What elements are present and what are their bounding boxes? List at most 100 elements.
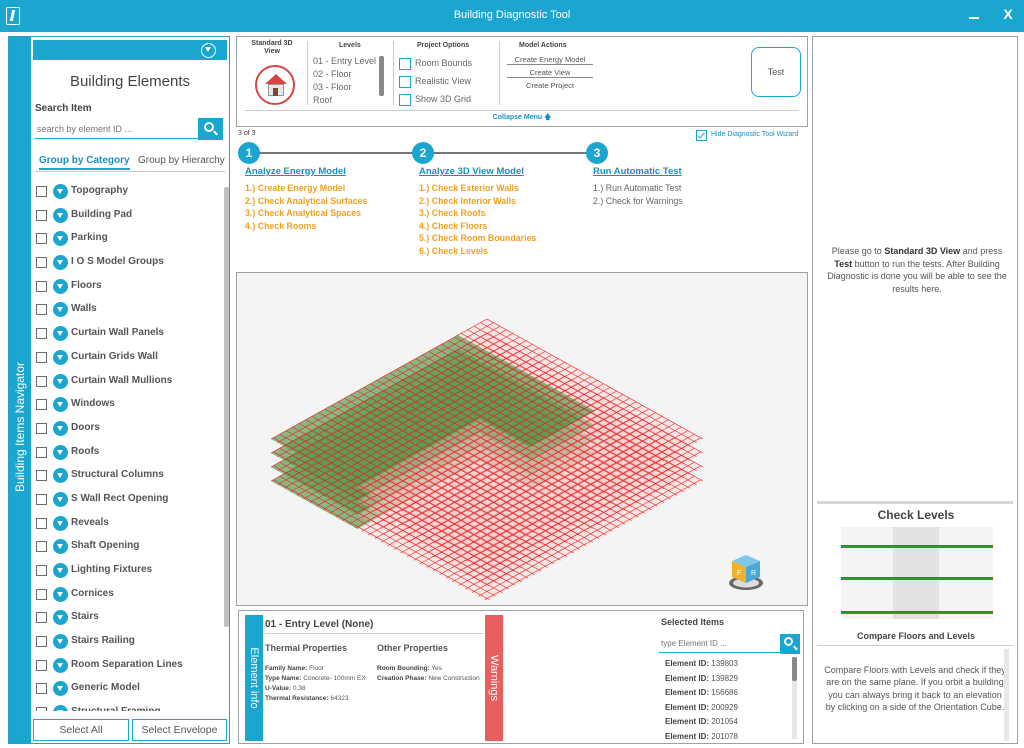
list-item[interactable]: Generic Model	[35, 678, 215, 702]
step-item[interactable]: 3.) Check Analytical Spaces	[245, 208, 362, 219]
create-energy-model-button[interactable]: Create Energy Model	[507, 55, 593, 65]
list-item[interactable]: Topography	[35, 181, 215, 205]
step-item[interactable]: 1.) Check Exterior Walls	[419, 183, 519, 193]
list-item[interactable]: Building Pad	[35, 205, 215, 229]
expand-icon[interactable]	[53, 705, 68, 711]
expand-icon[interactable]	[53, 184, 68, 199]
step-item[interactable]: 4.) Check Floors	[419, 220, 488, 231]
search-input[interactable]	[35, 119, 199, 139]
level-item[interactable]: 01 - Entry Level	[313, 56, 377, 66]
list-item[interactable]: Element ID: 201078	[665, 731, 738, 741]
step-item[interactable]: 2.) Check Interior Walls	[419, 195, 516, 206]
checkbox[interactable]	[36, 517, 47, 529]
step-1-title[interactable]: Analyze Energy Model	[245, 166, 346, 177]
level-item[interactable]: 02 - Floor	[313, 69, 352, 79]
checkbox[interactable]	[36, 446, 47, 458]
checkbox[interactable]	[36, 612, 47, 624]
expand-icon[interactable]	[53, 634, 68, 650]
checkbox[interactable]	[36, 304, 47, 316]
list-item[interactable]: Element ID: 156686	[665, 688, 738, 698]
expand-icon[interactable]	[53, 231, 68, 247]
tab-group-by-category[interactable]: Group by Category	[39, 155, 130, 170]
checkbox[interactable]	[36, 565, 47, 576]
expand-icon[interactable]	[53, 278, 68, 294]
list-item[interactable]: Structural Framing	[35, 702, 215, 711]
step-item[interactable]: 1.) Create Energy Model	[245, 183, 346, 193]
house-icon[interactable]	[255, 65, 295, 105]
list-item[interactable]: Reveals	[35, 513, 215, 537]
checkbox[interactable]	[36, 588, 47, 600]
level-item[interactable]: Roof	[313, 95, 333, 105]
list-item[interactable]: Floors	[35, 276, 215, 300]
create-view-button[interactable]: Create View	[507, 68, 593, 78]
3d-viewport[interactable]: F R	[236, 272, 808, 606]
expand-icon[interactable]	[53, 326, 68, 342]
close-button[interactable]: X	[1003, 6, 1013, 22]
step-2-title[interactable]: Analyze 3D View Model	[419, 166, 524, 177]
list-item[interactable]: Structural Columns	[35, 465, 215, 489]
list-item[interactable]: Room Separation Lines	[35, 655, 215, 679]
checkbox[interactable]	[36, 541, 47, 553]
expand-icon[interactable]	[53, 420, 68, 436]
warnings-tab[interactable]: Warnings	[485, 615, 503, 741]
list-item[interactable]: Doors	[35, 418, 215, 442]
orientation-cube-icon[interactable]: F R	[725, 551, 767, 593]
level-item[interactable]: 03 - Floor	[313, 82, 352, 92]
list-item[interactable]: Parking	[35, 228, 215, 252]
expand-icon[interactable]	[53, 491, 68, 507]
expand-icon[interactable]	[53, 444, 68, 460]
list-item[interactable]: Windows	[35, 394, 215, 418]
step-item[interactable]: 4.) Check Rooms	[245, 220, 317, 231]
list-item[interactable]: Curtain Wall Panels	[35, 323, 215, 347]
list-item[interactable]: Curtain Grids Wall	[35, 347, 215, 371]
checkbox[interactable]	[399, 58, 411, 70]
expand-icon[interactable]	[53, 349, 68, 365]
checkbox[interactable]	[36, 257, 47, 269]
list-item[interactable]: Walls	[35, 299, 215, 323]
checkbox[interactable]	[36, 351, 47, 363]
checkbox[interactable]	[399, 76, 411, 88]
checkbox[interactable]	[36, 399, 47, 411]
expand-icon[interactable]	[53, 539, 68, 555]
checkbox[interactable]	[36, 375, 47, 387]
step-item[interactable]: 5.) Check Room Boundaries	[419, 233, 537, 244]
list-item[interactable]: Element ID: 200929	[665, 702, 738, 712]
minimize-icon[interactable]	[964, 4, 984, 26]
list-item[interactable]: I O S Model Groups	[35, 252, 215, 276]
description-scrollbar[interactable]	[1004, 649, 1009, 741]
collapse-menu-button[interactable]: Collapse Menu 🡅	[237, 113, 807, 124]
checkbox[interactable]	[36, 636, 47, 648]
list-item[interactable]: Element ID: 139803	[665, 659, 738, 668]
expand-icon[interactable]	[53, 255, 68, 271]
step-item[interactable]: 6.) Check Levels	[419, 245, 488, 256]
expand-icon[interactable]	[53, 610, 68, 626]
selected-items-scrollbar[interactable]	[792, 657, 797, 739]
list-item[interactable]: Roofs	[35, 442, 215, 466]
step-item[interactable]: 2.) Check for Warnings	[593, 195, 683, 206]
checkbox[interactable]	[36, 422, 47, 434]
checkbox[interactable]	[36, 683, 47, 695]
list-item[interactable]: S Wall Rect Opening	[35, 489, 215, 513]
levels-scrollbar[interactable]	[379, 56, 384, 96]
expand-icon[interactable]	[53, 681, 68, 697]
expand-icon[interactable]	[53, 515, 68, 531]
test-button[interactable]: Test	[751, 47, 801, 97]
expand-icon[interactable]	[53, 373, 68, 389]
tab-group-by-hierarchy[interactable]: Group by Hierarchy	[138, 155, 225, 166]
element-info-tab[interactable]: Element info	[245, 615, 263, 741]
expand-icon[interactable]	[53, 207, 68, 223]
checkbox[interactable]	[36, 470, 47, 482]
expand-icon[interactable]	[53, 657, 68, 673]
checkbox[interactable]	[36, 209, 47, 221]
list-item[interactable]: Element ID: 139829	[665, 673, 738, 683]
checkbox-checked[interactable]	[696, 130, 707, 141]
select-all-button[interactable]: Select All	[33, 719, 129, 741]
checkbox[interactable]	[36, 186, 47, 197]
list-item[interactable]: Stairs Railing	[35, 631, 215, 655]
checkbox[interactable]	[36, 659, 47, 671]
checkbox[interactable]	[36, 707, 47, 711]
checkbox[interactable]	[36, 280, 47, 292]
list-item[interactable]: Lighting Fixtures	[35, 560, 215, 584]
checkbox[interactable]	[36, 233, 47, 245]
search-button[interactable]	[198, 118, 223, 140]
